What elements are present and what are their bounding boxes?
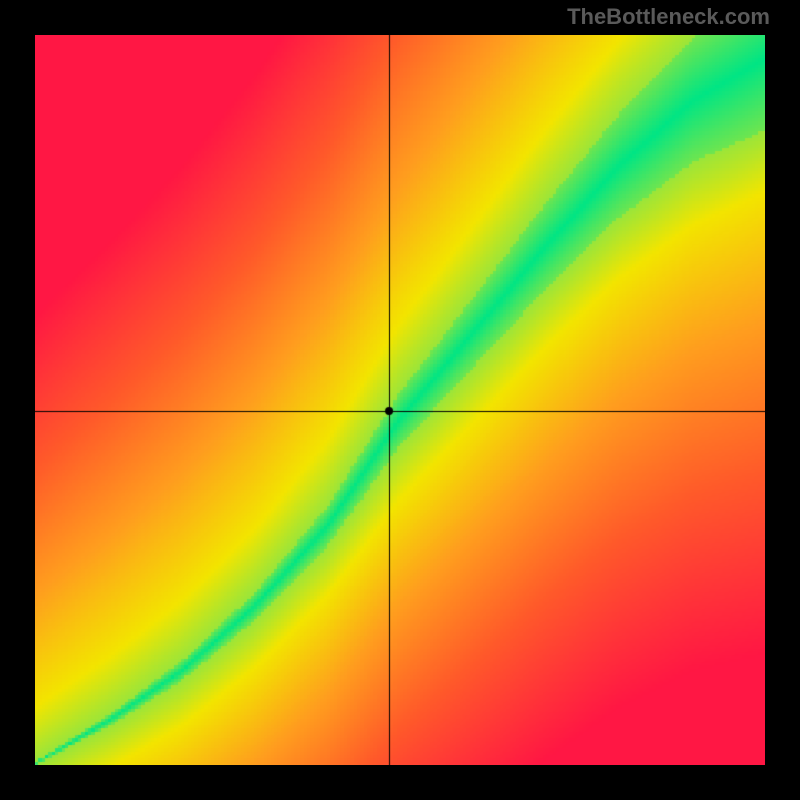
watermark-text: TheBottleneck.com [567, 4, 770, 30]
bottleneck-heatmap [35, 35, 765, 765]
chart-container: TheBottleneck.com [0, 0, 800, 800]
